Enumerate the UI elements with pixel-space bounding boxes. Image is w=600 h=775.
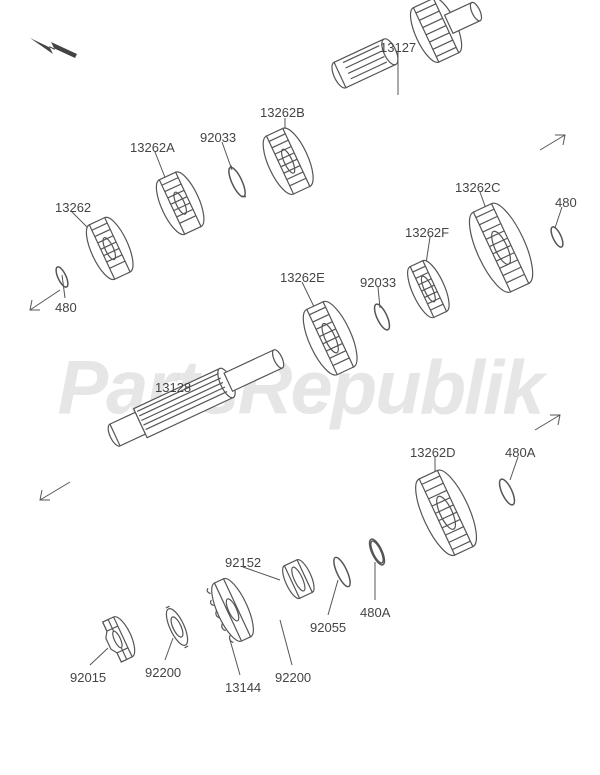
part-circlip-480-right [549, 225, 566, 248]
label-13262C: 13262C [455, 180, 501, 195]
label-13262: 13262 [55, 200, 91, 215]
label-13128: 13128 [155, 380, 191, 395]
part-oring-480A [367, 537, 388, 567]
label-92200-left: 92200 [145, 665, 181, 680]
part-sprocket-13144 [204, 575, 260, 647]
part-circlip-92033-top [225, 164, 248, 199]
part-hex-nut-92015 [99, 614, 139, 664]
label-13262E: 13262E [280, 270, 325, 285]
part-output-shaft [104, 343, 289, 452]
label-13262B: 13262B [260, 105, 305, 120]
label-13262A: 13262A [130, 140, 175, 155]
part-gear-13262A [150, 168, 210, 238]
part-gear-13262D [407, 465, 484, 561]
part-circlip-92033-mid [372, 302, 393, 332]
label-480A-bottom: 480A [360, 605, 390, 620]
part-gear-13262B [257, 124, 320, 199]
part-gear-13262 [80, 213, 139, 283]
label-13144: 13144 [225, 680, 261, 695]
part-gear-13262F [402, 257, 455, 321]
label-13262F: 13262F [405, 225, 449, 240]
label-92200-right: 92200 [275, 670, 311, 685]
part-circlip-480A-right [497, 477, 518, 507]
label-480-right: 480 [555, 195, 577, 210]
label-13262D: 13262D [410, 445, 456, 460]
label-13127: 13127 [380, 40, 416, 55]
diagram-container: PartsRepublik [0, 0, 600, 775]
label-92015: 92015 [70, 670, 106, 685]
label-92033-mid: 92033 [360, 275, 396, 290]
label-92033-top: 92033 [200, 130, 236, 145]
part-gear-13262E [296, 297, 364, 380]
part-gear-13262C [461, 198, 542, 298]
label-480A-right: 480A [505, 445, 535, 460]
label-92055: 92055 [310, 620, 346, 635]
part-lock-washer-92200 [161, 604, 192, 650]
label-480-left: 480 [55, 300, 77, 315]
part-oring-92055 [331, 555, 354, 588]
label-92152: 92152 [225, 555, 261, 570]
part-collar-92152 [279, 557, 318, 601]
